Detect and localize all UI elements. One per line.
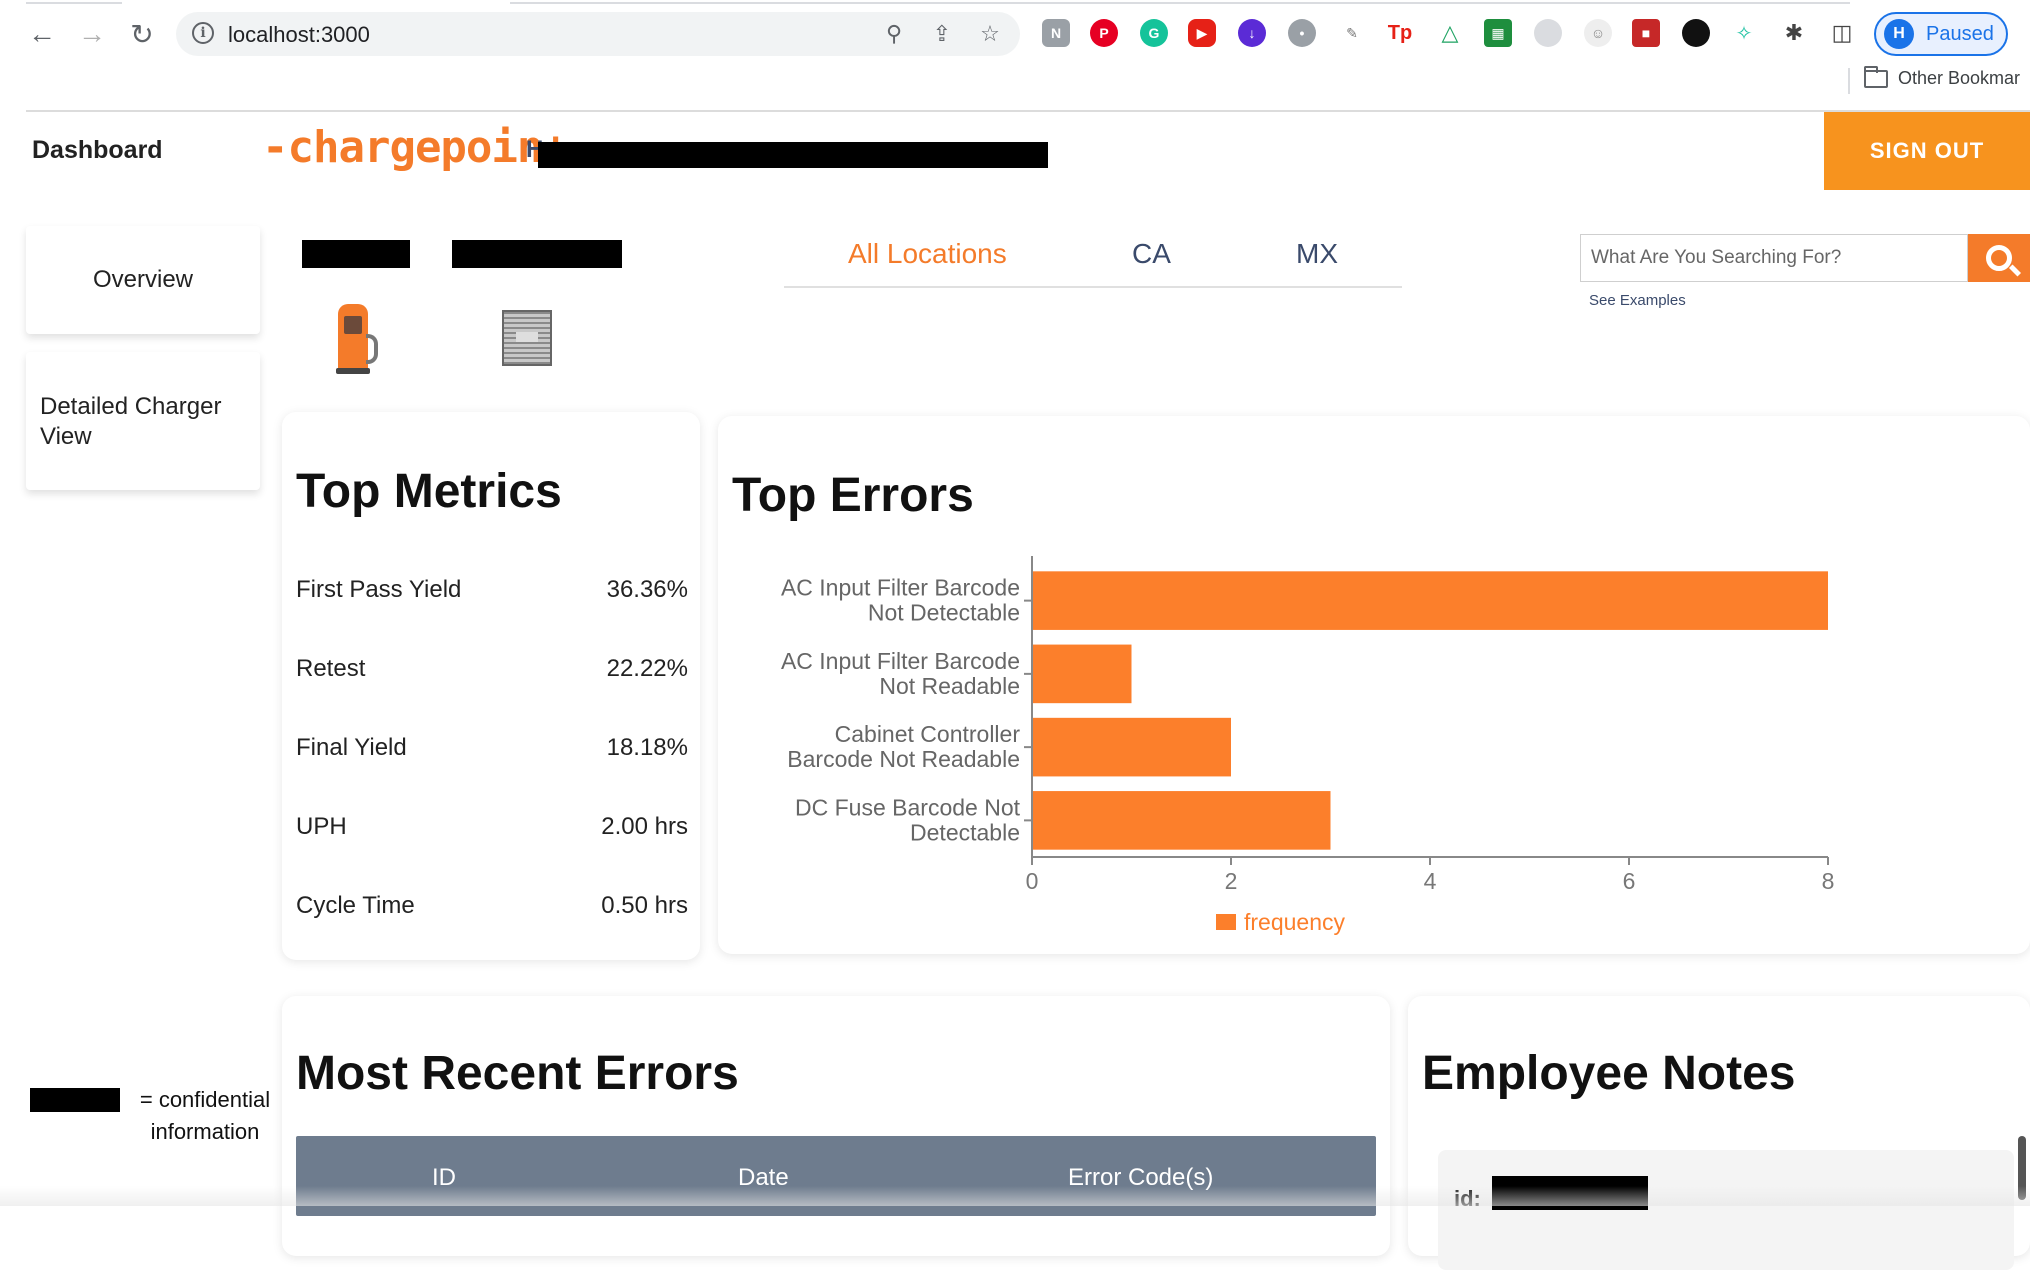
sidebar-item-label: Overview xyxy=(92,266,194,293)
y-tick-label: Not Readable xyxy=(879,673,1020,699)
profile-status: Paused xyxy=(1926,22,1994,45)
employee-notes-title: Employee Notes xyxy=(1422,1047,1796,1100)
y-tick-label: DC Fuse Barcode Not xyxy=(795,794,1021,820)
confidential-legend-text: = confidential information xyxy=(139,1087,271,1144)
metric-value: 36.36% xyxy=(606,576,688,603)
tab-strip xyxy=(0,0,2030,4)
x-tick-label: 4 xyxy=(1424,868,1437,894)
puzzle-icon[interactable]: ✱ xyxy=(1784,20,1804,45)
y-tick-label: Cabinet Controller xyxy=(835,721,1021,747)
address-bar[interactable]: i localhost:3000 ⚲ ⇪ ☆ xyxy=(176,12,1020,56)
sidebar-item-overview[interactable]: Overview xyxy=(26,226,260,334)
sidepanel-icon[interactable]: ◫ xyxy=(1831,20,1853,45)
extension-icon[interactable]: N xyxy=(1042,19,1070,47)
drive-icon[interactable]: △ xyxy=(1441,20,1459,45)
reload-icon[interactable]: ↻ xyxy=(130,18,154,50)
see-examples-link[interactable]: See Examples xyxy=(1589,292,1686,309)
avatar: H xyxy=(1884,19,1914,49)
share-icon[interactable]: ⇪ xyxy=(932,21,952,46)
sign-out-button[interactable]: SIGN OUT xyxy=(1824,112,2030,190)
metric-label: Final Yield xyxy=(296,734,407,761)
download-icon[interactable]: ↓ xyxy=(1238,19,1266,47)
tab-all-locations[interactable]: All Locations xyxy=(848,238,1007,269)
top-errors-title: Top Errors xyxy=(732,469,974,522)
redaction-block xyxy=(538,142,1048,168)
x-tick-label: 2 xyxy=(1225,868,1238,894)
metric-value: 0.50 hrs xyxy=(601,892,688,919)
y-tick-label: AC Input Filter Barcode xyxy=(781,575,1020,601)
top-metrics-card: Top Metrics First Pass Yield 36.36% Rete… xyxy=(282,412,700,960)
metric-value: 22.22% xyxy=(606,655,688,682)
legend-label: frequency xyxy=(1244,909,1346,935)
tab-underline xyxy=(784,286,1402,288)
sidebar-item-detailed-charger-view[interactable]: Detailed Charger View xyxy=(26,352,260,490)
address-url: localhost:3000 xyxy=(228,22,370,47)
info-icon[interactable]: i xyxy=(192,22,214,44)
metric-label: First Pass Yield xyxy=(296,576,462,603)
dashboard-title[interactable]: Dashboard xyxy=(32,136,163,164)
extension-badge-icon[interactable]: • xyxy=(1288,19,1316,47)
page-bottom-fade xyxy=(0,1186,2030,1206)
youtube-icon[interactable]: ▶ xyxy=(1188,19,1216,47)
tab-mx[interactable]: MX xyxy=(1296,238,1338,269)
confidential-legend-swatch xyxy=(30,1088,120,1112)
folder-icon xyxy=(1864,65,1888,88)
legend-swatch xyxy=(1216,914,1236,930)
metric-label: Cycle Time xyxy=(296,892,415,919)
most-recent-errors-card: Most Recent Errors ID Date Error Code(s) xyxy=(282,996,1390,1256)
back-icon[interactable]: ← xyxy=(28,18,56,49)
chart-bar xyxy=(1033,571,1828,630)
search-input[interactable] xyxy=(1580,234,1968,282)
forward-icon[interactable]: → xyxy=(78,18,106,49)
grammarly-icon[interactable]: G xyxy=(1140,19,1168,47)
extension-icon[interactable]: ☺ xyxy=(1584,19,1612,47)
x-tick-label: 0 xyxy=(1026,868,1039,894)
x-tick-label: 8 xyxy=(1822,868,1835,894)
y-tick-label: Detectable xyxy=(910,819,1020,845)
search-icon xyxy=(1986,245,2012,271)
chart-bar xyxy=(1033,717,1231,777)
pinterest-icon[interactable]: P xyxy=(1090,19,1118,47)
key-icon[interactable]: ⚲ xyxy=(885,21,903,46)
extension-icon[interactable]: ■ xyxy=(1632,19,1660,47)
top-metrics-title: Top Metrics xyxy=(296,465,562,518)
extension-icon[interactable]: ✧ xyxy=(1735,22,1753,45)
extension-icon[interactable] xyxy=(1534,19,1562,47)
sidebar-item-label: Detailed Charger View xyxy=(40,393,222,450)
bookmark-star-icon[interactable]: ☆ xyxy=(980,21,1000,46)
metric-value: 18.18% xyxy=(606,734,688,761)
metric-label: Retest xyxy=(296,655,366,682)
note-item[interactable] xyxy=(1438,1150,2014,1270)
search-button[interactable] xyxy=(1968,234,2030,282)
redaction-block xyxy=(452,240,622,268)
scrollbar[interactable] xyxy=(2018,1136,2026,1200)
other-bookmarks[interactable]: Other Bookmar xyxy=(1864,65,2021,89)
most-recent-errors-title: Most Recent Errors xyxy=(296,1047,739,1100)
toolbar-divider xyxy=(26,110,2030,112)
chart-bar xyxy=(1033,644,1132,704)
browser-toolbar: ← → ↻ i localhost:3000 ⚲ ⇪ ☆ N P G ▶ ↓ •… xyxy=(0,0,2030,110)
bookmark-separator xyxy=(1848,68,1850,94)
other-bookmarks-label: Other Bookmar xyxy=(1898,68,2021,88)
top-errors-card: Top Errors AC Input Filter Barcode Not De… xyxy=(718,416,2030,954)
tab-ca[interactable]: CA xyxy=(1132,238,1171,269)
sheets-icon[interactable]: ▦ xyxy=(1484,19,1512,47)
metric-label: UPH xyxy=(296,813,347,840)
chart-bar xyxy=(1033,791,1331,850)
redaction-block xyxy=(302,240,410,268)
extension-icon[interactable] xyxy=(1682,19,1710,47)
y-tick-label: Barcode Not Readable xyxy=(787,746,1020,772)
tp-icon[interactable]: Tp xyxy=(1387,21,1413,44)
metric-value: 2.00 hrs xyxy=(601,813,688,840)
charger-product-image[interactable] xyxy=(332,298,380,376)
y-tick-label: AC Input Filter Barcode xyxy=(781,648,1020,674)
y-tick-label: Not Detectable xyxy=(868,600,1020,626)
x-tick-label: 6 xyxy=(1623,868,1636,894)
pen-icon[interactable]: ✎ xyxy=(1346,24,1358,41)
cabinet-product-image[interactable] xyxy=(502,310,552,366)
profile-button[interactable]: H Paused xyxy=(1874,12,2008,56)
employee-notes-card: Employee Notes id: xyxy=(1408,996,2030,1270)
